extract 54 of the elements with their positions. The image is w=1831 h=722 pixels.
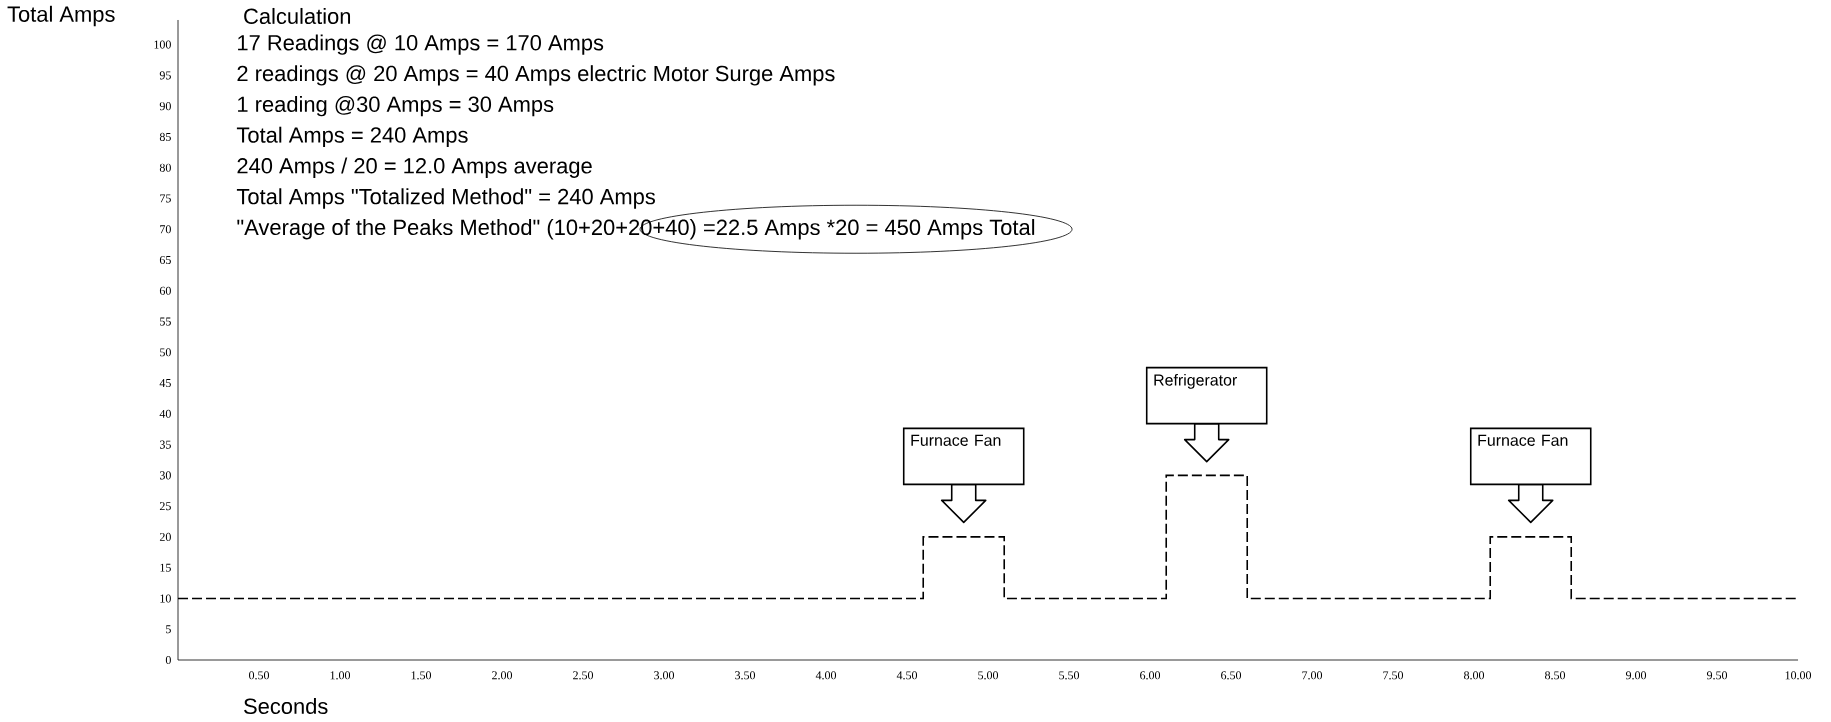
x-tick-label: 7.00 [1302, 671, 1323, 680]
y-tick-label: 25 [159, 502, 171, 511]
x-tick-label: 9.50 [1706, 671, 1728, 680]
annotation: 2 readings @ 20 Amps = 40 Amps electric Motor Surge Amps [237, 65, 835, 86]
x-tick-label: 8.50 [1545, 671, 1566, 680]
x-tick-label: 4.50 [896, 671, 918, 680]
x-tick-label: 4.00 [815, 671, 837, 680]
y-tick-label: 65 [159, 255, 171, 265]
annotation: 240 Amps / 20 = 12.0 Amps average [237, 157, 592, 178]
x-tick-label: 3.50 [735, 671, 756, 680]
annotation: Refrigerator [1154, 373, 1237, 389]
x-tick-label: 6.50 [1221, 671, 1242, 680]
y-tick-label: 70 [160, 225, 171, 234]
annotation: 17 Readings @ 10 Amps = 170 Amps [238, 34, 604, 55]
x-tick-label: 9.00 [1625, 671, 1647, 680]
annotation: Furnace Fan [911, 434, 1001, 446]
y-tick-label: 50 [160, 348, 171, 357]
x-tick-label: 3.00 [654, 671, 675, 680]
annotation: Total Amps "Totalized Method" = 240 Amps [236, 188, 655, 209]
x-tick-label: 1.50 [411, 671, 432, 680]
y-tick-label: 45 [159, 379, 171, 388]
y-tick-label: 75 [160, 194, 171, 203]
x-tick-label: 1.00 [330, 671, 351, 680]
y-tick-label: 10 [160, 594, 171, 603]
x-tick-label: 2.00 [492, 671, 513, 680]
x-tick-label: 2.50 [573, 671, 594, 680]
x-tick-label: 5.00 [978, 671, 999, 680]
x-tick-label: 0.50 [249, 671, 270, 680]
y-tick-label: 55 [160, 317, 171, 326]
y-tick-label: 15 [160, 563, 171, 572]
y-tick-label: 80 [159, 163, 171, 172]
y-tick-label: 85 [159, 132, 171, 141]
y-tick-label: 20 [159, 532, 171, 541]
chart-title: Calculation [244, 7, 351, 25]
x-tick-label: 7.50 [1383, 671, 1404, 680]
x-tick-label: 10.00 [1785, 671, 1812, 680]
y-tick-label: 90 [159, 102, 171, 111]
y-tick-label: 40 [159, 409, 171, 418]
x-tick-label: 5.50 [1059, 671, 1080, 680]
annotation: "Average of the Peaks Method" (10+20+20+40) =22.5 Amps *20 = 450 Amps Total [237, 219, 1035, 240]
x-axis-title: Seconds [244, 697, 328, 715]
y-tick-label: 100 [154, 40, 171, 49]
y-tick-label: 5 [166, 625, 171, 634]
annotation: Total Amps = 240 Amps [236, 126, 468, 148]
annotation: Furnace Fan [1478, 434, 1568, 446]
annotation: 1 reading @30 Amps = 30 Amps [238, 95, 554, 117]
x-tick-label: 8.00 [1464, 671, 1485, 680]
x-tick-label: 6.00 [1140, 671, 1161, 680]
y-tick-label: 60 [159, 286, 171, 295]
y-tick-label: 95 [159, 71, 171, 80]
y-tick-label: 35 [159, 440, 171, 449]
y-tick-label: 30 [159, 471, 171, 480]
y-axis-title: Total Amps [7, 5, 115, 27]
y-tick-label: 0 [165, 655, 171, 665]
